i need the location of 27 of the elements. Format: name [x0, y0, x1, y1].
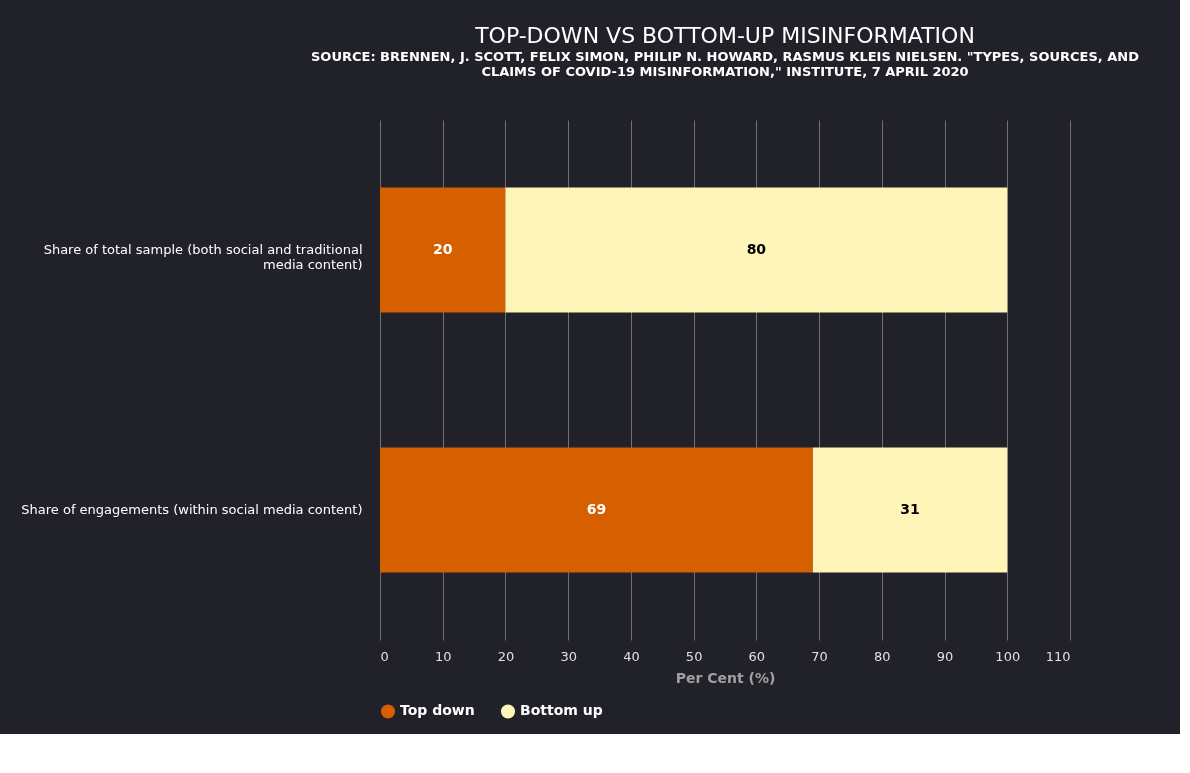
x-tick-label: 10 [434, 648, 452, 664]
data-label: 20 [432, 241, 453, 257]
chart-subtitle: SOURCE: BRENNEN, J. SCOTT, FELIX SIMON, PHILIP N. HOWARD, RASMUS KLEIS NIELSEN. "TYPES, SOURCES, AND CLAIMS OF COVID-19 MISINFORMATION," INSTITUTE, 7 APRIL 2020 [310, 49, 1140, 79]
x-tick-label: 100 [995, 648, 1021, 664]
bar [380, 447, 813, 573]
legend-label: Top down [400, 702, 475, 719]
legend-label: Bottom up [520, 702, 603, 719]
bar [380, 187, 506, 313]
x-tick-label: 40 [623, 648, 640, 664]
x-tick-label: 60 [748, 648, 766, 664]
bar [505, 187, 1008, 313]
data-label: 31 [900, 501, 920, 517]
x-axis-title: Per Cent (%) [675, 669, 776, 686]
x-tick-label: 0 [380, 648, 389, 664]
x-tick-label: 20 [497, 648, 515, 664]
chart-title: TOP-DOWN VS BOTTOM-UP MISINFORMATION [474, 23, 975, 48]
data-label: 69 [586, 501, 607, 517]
y-tick-label: Share of total sample (both social and traditional media content) [43, 242, 363, 272]
x-tick-label: 50 [685, 648, 703, 664]
x-tick-label: 70 [811, 648, 828, 664]
x-tick-label: 80 [874, 648, 891, 664]
y-tick-label: Share of engagements (within social media content) [21, 502, 363, 517]
x-tick-label: 90 [936, 648, 954, 664]
x-tick-label: 30 [560, 648, 577, 664]
bar [812, 447, 1008, 573]
x-tick-label: 110 [1045, 648, 1071, 664]
data-label: 80 [746, 241, 767, 257]
